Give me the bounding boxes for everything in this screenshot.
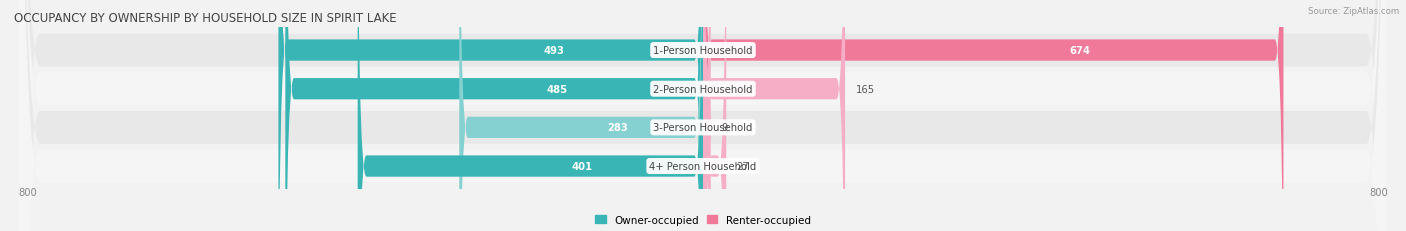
Text: 4+ Person Household: 4+ Person Household — [650, 161, 756, 171]
Text: 3-Person Household: 3-Person Household — [654, 123, 752, 133]
FancyBboxPatch shape — [18, 0, 1388, 231]
FancyBboxPatch shape — [278, 0, 703, 231]
FancyBboxPatch shape — [703, 0, 1284, 231]
Text: 493: 493 — [544, 46, 565, 56]
Text: 2-Person Household: 2-Person Household — [654, 84, 752, 94]
Text: 1-Person Household: 1-Person Household — [654, 46, 752, 56]
Text: 401: 401 — [572, 161, 593, 171]
Text: OCCUPANCY BY OWNERSHIP BY HOUSEHOLD SIZE IN SPIRIT LAKE: OCCUPANCY BY OWNERSHIP BY HOUSEHOLD SIZE… — [14, 12, 396, 24]
Legend: Owner-occupied, Renter-occupied: Owner-occupied, Renter-occupied — [595, 215, 811, 225]
Text: 800: 800 — [1369, 188, 1388, 198]
FancyBboxPatch shape — [18, 0, 1388, 231]
Text: 27: 27 — [737, 161, 749, 171]
FancyBboxPatch shape — [703, 0, 727, 231]
Text: 283: 283 — [607, 123, 628, 133]
Text: 165: 165 — [855, 84, 875, 94]
Text: Source: ZipAtlas.com: Source: ZipAtlas.com — [1308, 7, 1399, 16]
FancyBboxPatch shape — [460, 0, 703, 231]
FancyBboxPatch shape — [18, 0, 1388, 231]
Text: 9: 9 — [721, 123, 727, 133]
FancyBboxPatch shape — [285, 0, 703, 231]
FancyBboxPatch shape — [703, 0, 845, 231]
Text: 485: 485 — [547, 84, 568, 94]
FancyBboxPatch shape — [702, 0, 711, 231]
Text: 800: 800 — [18, 188, 37, 198]
Text: 674: 674 — [1070, 46, 1091, 56]
FancyBboxPatch shape — [18, 0, 1388, 231]
FancyBboxPatch shape — [357, 0, 703, 231]
